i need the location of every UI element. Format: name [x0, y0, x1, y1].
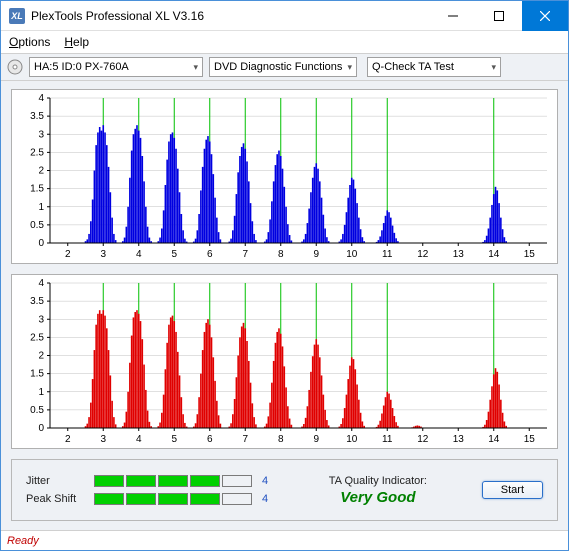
svg-text:7: 7 — [242, 434, 248, 445]
svg-text:2.5: 2.5 — [30, 147, 44, 158]
svg-text:1.5: 1.5 — [30, 184, 44, 195]
svg-text:11: 11 — [382, 434, 393, 445]
svg-text:4: 4 — [136, 249, 142, 260]
results-panel: Jitter 4 Peak Shift 4 TA Quality Indicat… — [11, 459, 558, 521]
svg-text:4: 4 — [38, 93, 44, 104]
svg-text:9: 9 — [313, 434, 319, 445]
jitter-segments — [94, 475, 252, 487]
minimize-button[interactable] — [430, 1, 476, 31]
svg-text:4: 4 — [38, 278, 44, 289]
main-content: 00.511.522.533.5423456789101112131415 00… — [1, 81, 568, 530]
jitter-row: Jitter 4 — [26, 475, 274, 487]
toolbar: HA:5 ID:0 PX-760A ▾ DVD Diagnostic Functi… — [1, 53, 568, 81]
menu-help[interactable]: Help — [64, 35, 89, 49]
svg-text:2.5: 2.5 — [30, 332, 44, 343]
segment — [126, 475, 156, 487]
menu-options[interactable]: Options — [9, 35, 50, 49]
svg-text:15: 15 — [524, 249, 536, 260]
maximize-button[interactable] — [476, 1, 522, 31]
segment — [158, 493, 188, 505]
statusbar: Ready — [1, 530, 568, 550]
peakshift-label: Peak Shift — [26, 493, 84, 505]
window-titlebar: XL PlexTools Professional XL V3.16 — [1, 1, 568, 31]
svg-text:3.5: 3.5 — [30, 111, 44, 122]
svg-text:4: 4 — [136, 434, 142, 445]
quality-label: TA Quality Indicator: — [329, 475, 427, 487]
svg-text:0.5: 0.5 — [30, 220, 44, 231]
svg-text:2: 2 — [38, 166, 44, 177]
chevron-down-icon: ▾ — [347, 62, 352, 73]
app-icon: XL — [9, 8, 25, 24]
status-text: Ready — [7, 535, 39, 547]
segment — [222, 493, 252, 505]
svg-text:3: 3 — [38, 129, 44, 140]
svg-text:3: 3 — [100, 434, 106, 445]
segment — [94, 475, 124, 487]
window-title: PlexTools Professional XL V3.16 — [31, 9, 430, 23]
svg-text:0.5: 0.5 — [30, 405, 44, 416]
segment — [94, 493, 124, 505]
svg-text:12: 12 — [417, 249, 429, 260]
peakshift-row: Peak Shift 4 — [26, 493, 274, 505]
svg-text:3: 3 — [38, 314, 44, 325]
svg-text:10: 10 — [346, 249, 358, 260]
chart-top-svg: 00.511.522.533.5423456789101112131415 — [50, 98, 547, 243]
start-button[interactable]: Start — [482, 481, 543, 499]
svg-text:13: 13 — [453, 434, 465, 445]
svg-text:8: 8 — [278, 249, 284, 260]
svg-text:6: 6 — [207, 249, 213, 260]
segment — [222, 475, 252, 487]
category-selector[interactable]: DVD Diagnostic Functions ▾ — [209, 57, 357, 77]
svg-text:14: 14 — [488, 434, 500, 445]
svg-text:2: 2 — [38, 351, 44, 362]
svg-text:1: 1 — [38, 387, 44, 398]
svg-text:2: 2 — [65, 434, 71, 445]
svg-text:13: 13 — [453, 249, 465, 260]
close-button[interactable] — [522, 1, 568, 31]
test-selector[interactable]: Q-Check TA Test ▾ — [367, 57, 501, 77]
menubar: Options Help — [1, 31, 568, 53]
svg-text:1.5: 1.5 — [30, 369, 44, 380]
segment — [190, 475, 220, 487]
jitter-value: 4 — [262, 475, 274, 487]
window-controls — [430, 1, 568, 31]
test-selector-text: Q-Check TA Test — [372, 61, 454, 73]
svg-text:8: 8 — [278, 434, 284, 445]
chevron-down-icon: ▾ — [491, 62, 496, 73]
chart-bottom: 0 0.5 1 1.5 2 2.5 3 3.5 4 2 3 4 5 6 7 8 9 10 11 12 13 14 15 — [11, 274, 558, 449]
chevron-down-icon: ▾ — [193, 62, 198, 73]
drive-selector-text: HA:5 ID:0 PX-760A — [34, 61, 129, 73]
peakshift-value: 4 — [262, 493, 274, 505]
segment — [126, 493, 156, 505]
svg-text:1: 1 — [38, 202, 44, 213]
quality-indicator: TA Quality Indicator: Very Good — [294, 475, 462, 506]
svg-text:7: 7 — [242, 249, 248, 260]
chart-bottom-svg: 00.511.522.533.5423456789101112131415 — [50, 283, 547, 428]
drive-selector[interactable]: HA:5 ID:0 PX-760A ▾ — [29, 57, 203, 77]
segment — [158, 475, 188, 487]
svg-text:12: 12 — [417, 434, 429, 445]
chart-top: 0 0.5 1 1.5 2 2.5 3 3.5 4 2 3 4 5 6 7 8 9 10 11 12 13 14 15 — [11, 89, 558, 264]
svg-text:5: 5 — [171, 434, 177, 445]
svg-text:5: 5 — [171, 249, 177, 260]
svg-text:15: 15 — [524, 434, 536, 445]
jitter-label: Jitter — [26, 475, 84, 487]
svg-text:14: 14 — [488, 249, 500, 260]
quality-value: Very Good — [340, 489, 415, 506]
category-selector-text: DVD Diagnostic Functions — [214, 61, 342, 73]
svg-text:10: 10 — [346, 434, 358, 445]
peakshift-segments — [94, 493, 252, 505]
svg-text:2: 2 — [65, 249, 71, 260]
svg-text:0: 0 — [38, 423, 44, 434]
metrics: Jitter 4 Peak Shift 4 — [26, 475, 274, 505]
svg-text:0: 0 — [38, 238, 44, 249]
svg-text:9: 9 — [313, 249, 319, 260]
svg-text:3.5: 3.5 — [30, 296, 44, 307]
svg-text:3: 3 — [100, 249, 106, 260]
svg-text:6: 6 — [207, 434, 213, 445]
disc-icon — [7, 59, 23, 75]
segment — [190, 493, 220, 505]
svg-text:11: 11 — [382, 249, 393, 260]
